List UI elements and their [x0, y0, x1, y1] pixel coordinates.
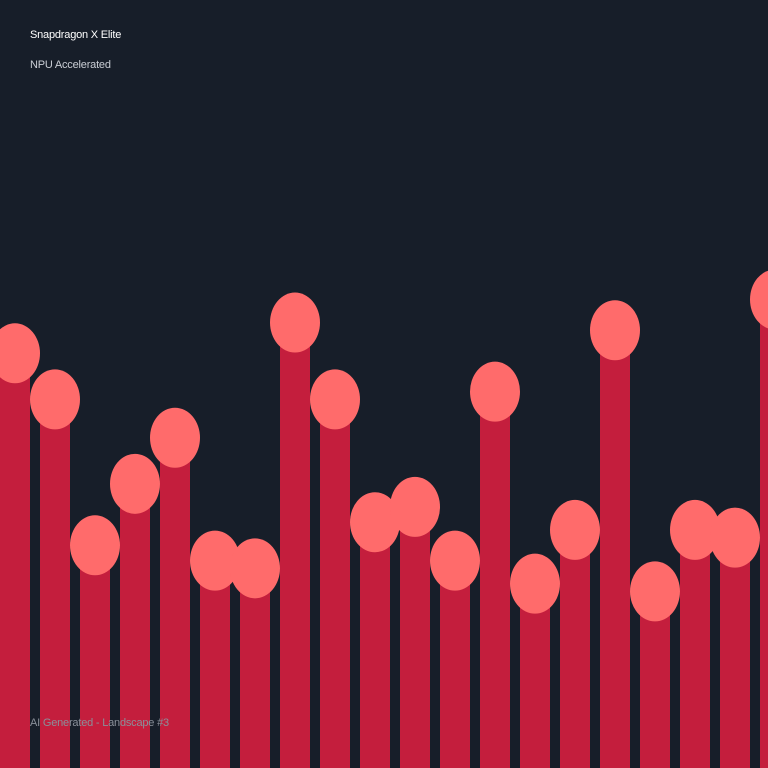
landscape-bar-cap — [110, 453, 160, 514]
landscape-bar — [680, 529, 710, 768]
landscape-bar-cap — [270, 292, 320, 353]
landscape-bar — [720, 537, 750, 768]
landscape-bar — [40, 399, 70, 768]
device-title: Snapdragon X Elite — [30, 29, 122, 41]
landscape-bar — [120, 483, 150, 768]
landscape-bar-cap — [710, 507, 760, 568]
landscape-bar-cap — [390, 476, 440, 537]
landscape-bar-cap — [630, 561, 680, 622]
landscape-bar-cap — [470, 361, 520, 422]
landscape-bar-cap — [70, 515, 120, 576]
landscape-bar — [600, 330, 630, 768]
landscape-bar — [160, 437, 190, 768]
landscape-bar — [0, 353, 30, 768]
landscape-bar-cap — [30, 369, 80, 430]
landscape-bar — [360, 522, 390, 768]
landscape-bar — [200, 560, 230, 768]
landscape-bar — [240, 568, 270, 768]
landscape-bar-cap — [230, 538, 280, 599]
landscape-bar-cap — [670, 499, 720, 560]
landscape-bar — [480, 391, 510, 768]
landscape-bar-cap — [310, 369, 360, 430]
landscape-bar — [400, 506, 430, 768]
landscape-bar — [440, 560, 470, 768]
landscape-bar-cap — [590, 300, 640, 361]
landscape-bar-cap — [750, 270, 768, 329]
landscape-bar — [560, 529, 590, 768]
landscape-bar-cap — [0, 323, 40, 384]
landscape-bar-cap — [430, 530, 480, 591]
landscape-bar — [320, 399, 350, 768]
landscape-bar-cap — [510, 553, 560, 614]
landscape-bar-cap — [190, 530, 240, 591]
landscape-bar — [520, 583, 550, 768]
landscape-bar-cap — [550, 499, 600, 560]
landscape-bar — [280, 322, 310, 768]
landscape-bar — [80, 545, 110, 768]
landscape-bar-cap — [150, 407, 200, 468]
artwork-caption: AI Generated - Landscape #3 — [30, 717, 169, 729]
landscape-bar — [760, 299, 768, 768]
landscape-bar-cap — [350, 492, 400, 553]
device-subtitle: NPU Accelerated — [30, 59, 111, 71]
